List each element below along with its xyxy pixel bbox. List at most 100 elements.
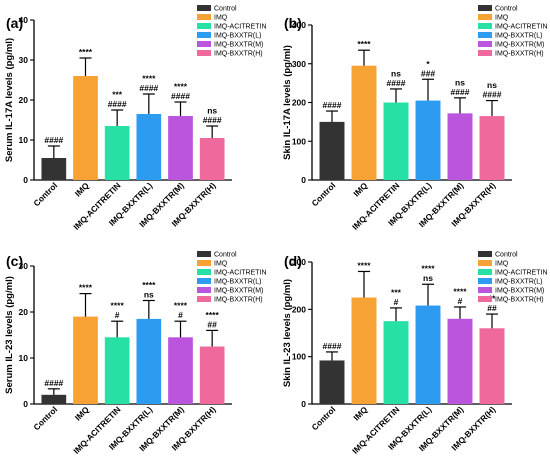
significance-label: **	[489, 294, 496, 304]
x-tick-label: IMQ	[73, 180, 92, 199]
significance-label: ns	[207, 106, 217, 116]
legend: Control IMQ IMQ-ACITRETIN IMQ-BXXTR(L) IMQ-B…	[478, 5, 548, 58]
legend-swatch	[197, 251, 211, 257]
panel-label: (c)	[6, 253, 23, 269]
y-tick-label: 100	[292, 352, 306, 362]
legend: Control IMQ IMQ-ACITRETIN IMQ-BXXTR(L) IMQ-B…	[197, 5, 267, 58]
x-tick-label: Control	[31, 180, 59, 208]
bar	[199, 346, 225, 404]
legend-swatch	[478, 41, 492, 47]
significance-label: ****	[142, 280, 156, 290]
y-tick-label: 20	[19, 95, 29, 105]
bar	[479, 116, 505, 180]
significance-label: ***	[391, 287, 402, 297]
panel-label: (d)	[284, 253, 302, 269]
legend-swatch	[478, 260, 492, 266]
bar	[351, 65, 377, 180]
legend-label: IMQ-BXXTR(H)	[495, 51, 544, 58]
bar	[319, 360, 345, 404]
bar	[73, 76, 98, 180]
significance-label: ####	[323, 100, 342, 110]
legend-swatch	[478, 269, 492, 275]
significance-label: ****	[142, 74, 156, 84]
bar	[104, 126, 130, 180]
y-tick-label: 40	[19, 15, 29, 25]
x-tick-label: Control	[31, 404, 59, 432]
significance-label: ****	[357, 260, 371, 270]
legend-label: IMQ-BXXTR(H)	[214, 51, 263, 58]
y-axis-title: Serum IL-23 levels (pg/ml)	[4, 276, 15, 394]
legend-swatch	[478, 14, 492, 20]
legend-label: IMQ	[214, 15, 228, 22]
y-tick-label: 0	[301, 399, 306, 409]
significance-label: ****	[357, 39, 371, 49]
legend-swatch	[478, 251, 492, 257]
bar	[415, 100, 441, 180]
panel-label: (b)	[284, 15, 302, 31]
significance-label: ****	[421, 264, 435, 274]
bar	[383, 321, 409, 404]
bar	[319, 121, 345, 180]
y-tick-label: 200	[292, 98, 306, 108]
significance-label: ****	[206, 310, 220, 320]
bar	[415, 305, 441, 404]
bar	[41, 158, 67, 180]
legend-label: IMQ-BXXTR(L)	[214, 33, 261, 40]
legend: Control IMQ IMQ-ACITRETIN IMQ-BXXTR(L) IMQ-B…	[478, 251, 548, 304]
significance-label: ns	[487, 80, 497, 90]
legend-swatch	[478, 287, 492, 293]
y-tick-label: 10	[19, 353, 29, 363]
legend-label: IMQ-ACITRETIN	[495, 24, 548, 31]
significance-label: #	[178, 310, 183, 320]
y-tick-label: 10	[19, 135, 29, 145]
legend-swatch	[478, 296, 492, 302]
significance-label: ####	[44, 378, 63, 388]
x-tick-label: Control	[309, 180, 337, 208]
y-tick-label: 200	[292, 304, 306, 314]
legend-swatch	[197, 278, 211, 284]
legend-swatch	[197, 269, 211, 275]
legend-label: IMQ-BXXTR(L)	[495, 33, 542, 40]
bar	[41, 394, 67, 404]
legend-swatch	[478, 50, 492, 56]
y-tick-label: 100	[292, 136, 306, 146]
y-axis-title: Serum IL-17A levels (pg/ml)	[4, 38, 15, 162]
y-axis-title: Skin IL-17A levels (pg/ml)	[282, 45, 293, 160]
chart-panel-2: (b) 0 100 200 300 400 Skin IL-17A levels (pg/m…	[282, 5, 548, 232]
significance-label: ##	[207, 319, 217, 329]
legend-swatch	[478, 23, 492, 29]
legend-label: IMQ-ACITRETIN	[214, 24, 267, 31]
y-tick-label: 300	[292, 59, 306, 69]
significance-label: ****	[111, 301, 125, 311]
legend-swatch	[478, 5, 492, 11]
legend-label: IMQ	[495, 261, 509, 268]
x-tick-label: IMQ	[351, 180, 370, 199]
bar	[73, 316, 98, 404]
legend-label: Control	[214, 6, 237, 13]
x-tick-label: Control	[309, 404, 337, 432]
legend-label: Control	[495, 6, 518, 13]
legend-swatch	[197, 296, 211, 302]
legend-label: IMQ-BXXTR(M)	[495, 42, 544, 49]
y-tick-label: 30	[19, 261, 29, 271]
legend-label: Control	[495, 252, 518, 259]
legend-label: IMQ-BXXTR(M)	[214, 42, 263, 49]
legend-swatch	[197, 287, 211, 293]
significance-label: ####	[203, 115, 222, 125]
bar	[383, 102, 409, 180]
legend-label: IMQ-BXXTR(H)	[495, 297, 544, 304]
significance-label: #	[394, 297, 399, 307]
y-tick-label: 400	[292, 20, 306, 30]
significance-label: ****	[79, 47, 93, 57]
significance-label: ****	[174, 301, 188, 311]
legend-swatch	[197, 23, 211, 29]
significance-label: ###	[421, 68, 435, 78]
y-tick-label: 300	[292, 257, 306, 267]
legend-label: IMQ-ACITRETIN	[495, 270, 548, 277]
significance-label: ##	[487, 303, 497, 313]
legend-label: IMQ-BXXTR(M)	[495, 288, 544, 295]
bar	[351, 297, 377, 404]
significance-label: ns	[423, 273, 433, 283]
